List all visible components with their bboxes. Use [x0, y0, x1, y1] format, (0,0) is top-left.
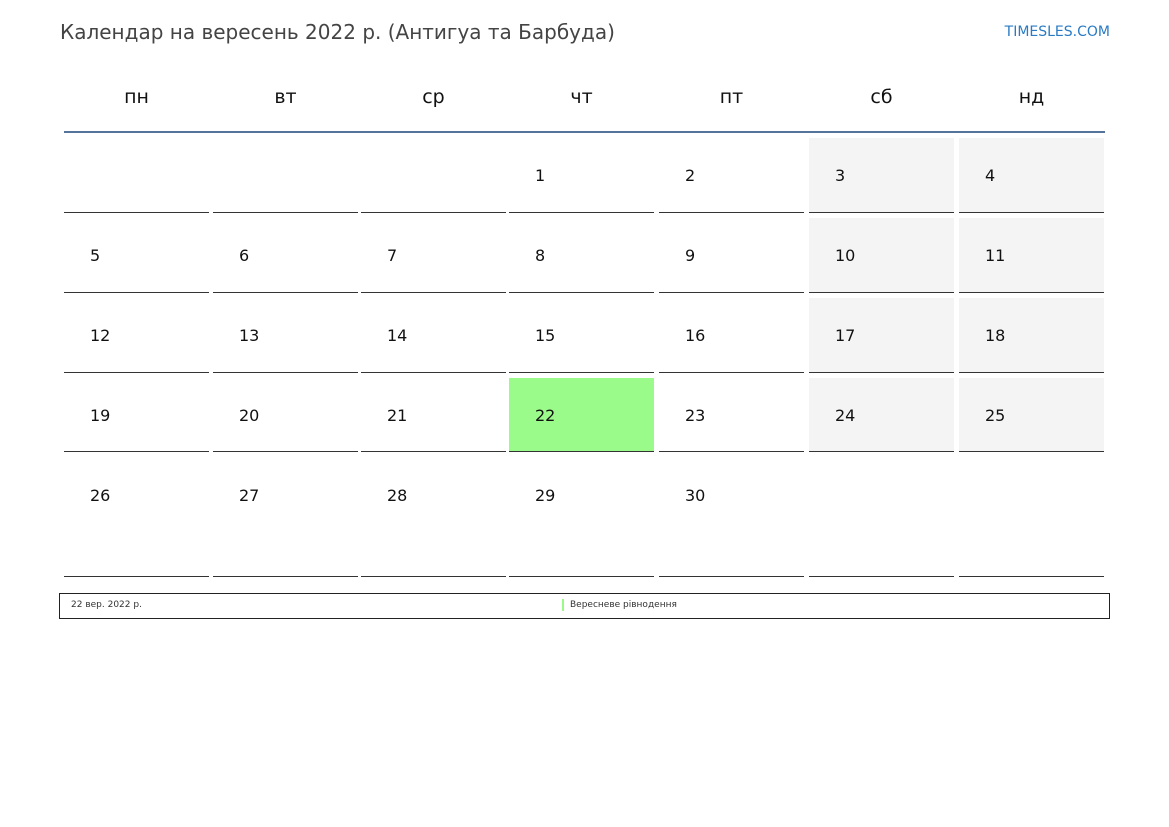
day-number: 11	[985, 246, 1006, 265]
day-cell	[959, 458, 1104, 577]
day-cell: 4	[959, 138, 1104, 213]
day-number: 6	[239, 246, 250, 265]
day-cell: 8	[509, 218, 654, 293]
day-cell: 9	[659, 218, 804, 293]
legend-color-marker	[562, 599, 564, 611]
day-cell: 21	[361, 378, 506, 452]
day-number: 8	[535, 246, 546, 265]
day-cell: 10	[809, 218, 954, 293]
day-cell: 15	[509, 298, 654, 373]
day-number: 1	[535, 166, 546, 185]
weekday-header: вт	[274, 86, 297, 108]
day-cell: 22	[509, 378, 654, 452]
day-number: 19	[90, 406, 111, 425]
holiday-legend: 22 вер. 2022 р. Вересневе рівнодення	[59, 593, 1110, 619]
day-number: 24	[835, 406, 856, 425]
day-number: 17	[835, 326, 856, 345]
day-cell: 24	[809, 378, 954, 452]
day-number: 27	[239, 486, 260, 505]
day-number: 5	[90, 246, 101, 265]
day-cell: 1	[509, 138, 654, 213]
day-number: 29	[535, 486, 556, 505]
day-number: 30	[685, 486, 706, 505]
day-number: 26	[90, 486, 111, 505]
day-number: 16	[685, 326, 706, 345]
day-number: 25	[985, 406, 1006, 425]
day-number: 28	[387, 486, 408, 505]
day-cell: 5	[64, 218, 209, 293]
day-number: 18	[985, 326, 1006, 345]
day-number: 9	[685, 246, 696, 265]
day-cell: 20	[213, 378, 358, 452]
day-number: 14	[387, 326, 408, 345]
day-number: 23	[685, 406, 706, 425]
day-number: 3	[835, 166, 846, 185]
weekday-header: ср	[422, 86, 445, 108]
day-cell: 7	[361, 218, 506, 293]
day-cell: 17	[809, 298, 954, 373]
day-number: 22	[535, 406, 556, 425]
weekday-header: пн	[124, 86, 149, 108]
day-number: 2	[685, 166, 696, 185]
day-cell: 12	[64, 298, 209, 373]
legend-date: 22 вер. 2022 р.	[71, 600, 142, 610]
day-number: 20	[239, 406, 260, 425]
day-number: 21	[387, 406, 408, 425]
day-cell: 29	[509, 458, 654, 577]
weekday-header: нд	[1018, 86, 1045, 108]
weekday-header: сб	[870, 86, 893, 108]
day-cell: 3	[809, 138, 954, 213]
day-number: 10	[835, 246, 856, 265]
day-cell: 26	[64, 458, 209, 577]
legend-holiday-name: Вересневе рівнодення	[570, 600, 677, 610]
day-cell: 16	[659, 298, 804, 373]
day-cell: 13	[213, 298, 358, 373]
weekday-header: чт	[570, 86, 593, 108]
day-number: 15	[535, 326, 556, 345]
day-cell	[809, 458, 954, 577]
day-cell: 18	[959, 298, 1104, 373]
brand-link[interactable]: TIMESLES.COM	[1004, 24, 1110, 40]
day-cell: 23	[659, 378, 804, 452]
day-cell: 30	[659, 458, 804, 577]
day-cell: 6	[213, 218, 358, 293]
day-cell: 19	[64, 378, 209, 452]
day-number: 13	[239, 326, 260, 345]
day-cell: 11	[959, 218, 1104, 293]
day-cell: 27	[213, 458, 358, 577]
day-cell	[361, 138, 506, 213]
day-cell: 2	[659, 138, 804, 213]
page-title: Календар на вересень 2022 р. (Антигуа та…	[60, 20, 615, 44]
header-divider	[64, 131, 1105, 133]
weekday-header: пт	[719, 86, 744, 108]
day-number: 7	[387, 246, 398, 265]
day-cell: 28	[361, 458, 506, 577]
day-cell	[64, 138, 209, 213]
day-cell	[213, 138, 358, 213]
day-number: 12	[90, 326, 111, 345]
day-number: 4	[985, 166, 996, 185]
day-cell: 14	[361, 298, 506, 373]
day-cell: 25	[959, 378, 1104, 452]
